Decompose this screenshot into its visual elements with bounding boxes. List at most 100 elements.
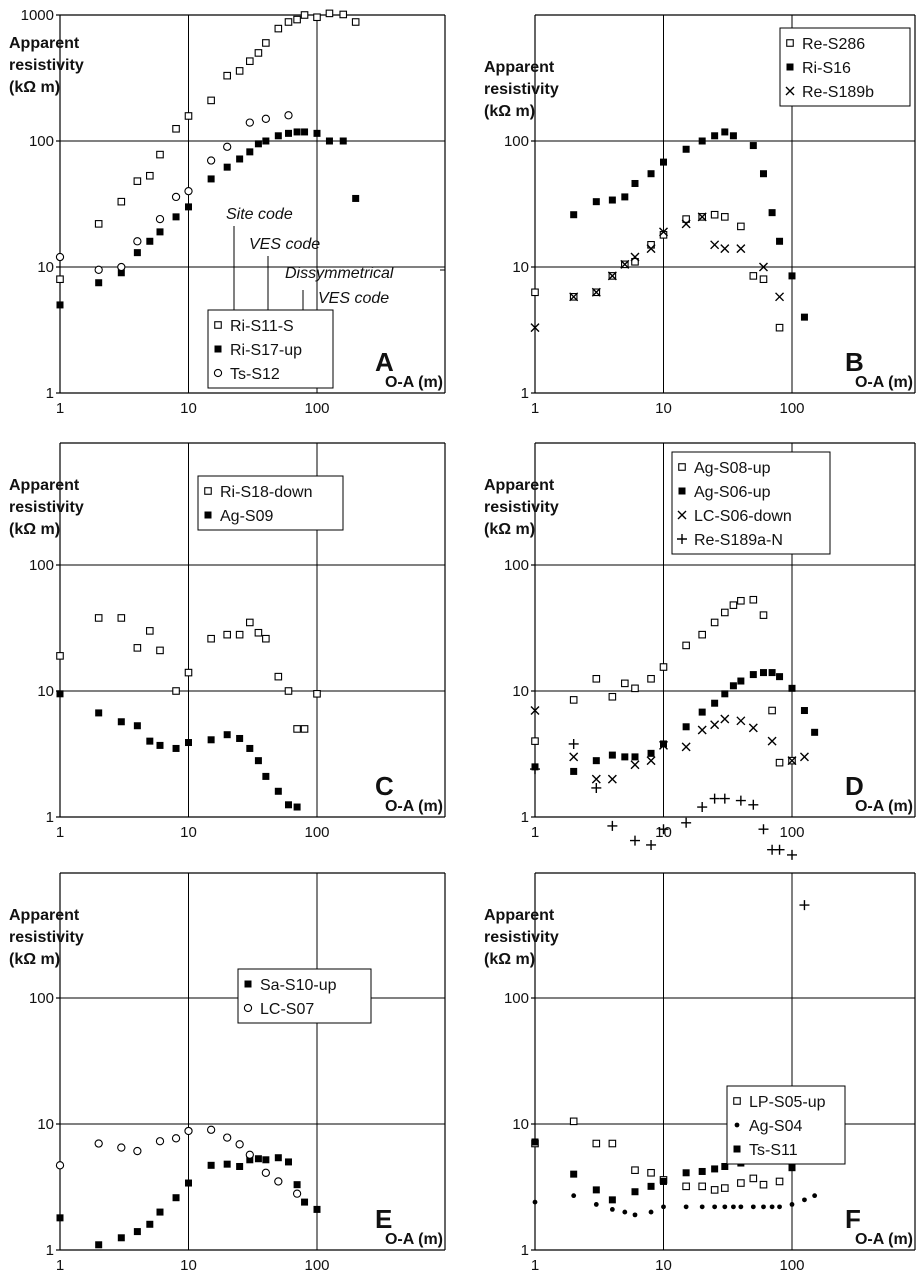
series-Ts-S12 bbox=[55, 111, 293, 274]
data-point bbox=[660, 740, 667, 748]
data-point bbox=[95, 279, 103, 287]
data-point bbox=[146, 1220, 154, 1228]
data-point bbox=[737, 222, 745, 231]
data-point bbox=[172, 744, 180, 752]
panel-letter: E bbox=[375, 1204, 392, 1234]
data-point bbox=[789, 1202, 795, 1207]
data-point bbox=[721, 128, 729, 136]
series-Sa-S10-up bbox=[56, 1154, 321, 1249]
data-point bbox=[245, 118, 254, 127]
data-point bbox=[608, 751, 616, 759]
y-axis-label: (kΩ m) bbox=[484, 521, 535, 538]
data-point bbox=[206, 1125, 216, 1134]
data-point bbox=[569, 292, 579, 302]
data-point bbox=[236, 734, 244, 742]
data-point bbox=[720, 244, 730, 254]
series-LC-S06-down bbox=[530, 706, 809, 784]
data-point bbox=[629, 835, 640, 846]
data-point bbox=[749, 142, 757, 150]
x-tick-label: 10 bbox=[180, 400, 197, 417]
data-point bbox=[207, 634, 215, 643]
data-point bbox=[156, 646, 164, 655]
legend-marker bbox=[677, 534, 687, 544]
data-point bbox=[631, 753, 639, 761]
x-tick-label: 10 bbox=[655, 1257, 672, 1274]
data-point bbox=[720, 714, 730, 724]
x-tick-label: 1 bbox=[531, 824, 539, 841]
data-point bbox=[631, 1188, 639, 1196]
x-axis-label: O-A (m) bbox=[855, 374, 913, 391]
data-point bbox=[56, 652, 64, 660]
data-point bbox=[262, 1156, 270, 1164]
data-point bbox=[531, 737, 539, 745]
panel-a: 1 10 100 1000 1 10 100 O-A (m) Apparent resistivi… bbox=[9, 7, 446, 417]
data-point bbox=[171, 192, 181, 202]
data-point bbox=[56, 690, 64, 698]
legend-entry: Ts-S12 bbox=[230, 366, 280, 383]
data-point bbox=[300, 725, 309, 733]
data-point bbox=[262, 772, 270, 780]
data-point bbox=[254, 49, 263, 57]
data-point bbox=[172, 124, 180, 133]
data-point bbox=[681, 742, 691, 752]
data-point bbox=[698, 630, 706, 639]
y-axis-label: (kΩ m) bbox=[9, 79, 60, 96]
data-point bbox=[261, 1168, 271, 1177]
data-point bbox=[236, 1162, 244, 1170]
data-point bbox=[568, 738, 579, 749]
legend-marker bbox=[786, 63, 794, 71]
data-point bbox=[274, 672, 283, 681]
data-point bbox=[682, 641, 690, 650]
data-point bbox=[607, 774, 617, 784]
data-point bbox=[571, 1193, 577, 1199]
y-tick-label: 100 bbox=[29, 990, 54, 1007]
data-point bbox=[761, 1204, 766, 1210]
data-point bbox=[156, 741, 164, 749]
x-tick-label: 1 bbox=[531, 400, 539, 417]
y-axis-label: resistivity bbox=[484, 499, 559, 516]
data-point bbox=[721, 1184, 729, 1192]
annotation-text: Site code bbox=[226, 206, 293, 223]
data-point bbox=[184, 186, 193, 196]
data-point bbox=[185, 1179, 192, 1187]
legend-entry: Ag-S08-up bbox=[694, 460, 771, 477]
data-point bbox=[133, 722, 141, 730]
data-point bbox=[284, 801, 292, 809]
annotation-text: Dissymmetrical bbox=[285, 265, 394, 282]
data-point bbox=[293, 725, 301, 733]
data-point bbox=[223, 731, 231, 739]
data-point bbox=[95, 709, 103, 717]
y-tick-label: 100 bbox=[29, 557, 54, 574]
data-point bbox=[325, 137, 333, 145]
y-tick-label: 1 bbox=[46, 385, 54, 402]
data-point bbox=[236, 155, 244, 163]
data-point bbox=[736, 244, 746, 254]
data-point bbox=[768, 209, 776, 217]
data-point bbox=[697, 802, 708, 813]
data-point bbox=[530, 706, 540, 716]
data-point bbox=[223, 71, 231, 80]
data-point bbox=[788, 1164, 796, 1172]
data-point bbox=[698, 708, 706, 716]
y-tick-label: 10 bbox=[37, 1116, 54, 1133]
data-point bbox=[223, 1160, 231, 1168]
data-point bbox=[709, 793, 720, 804]
data-point bbox=[737, 596, 745, 605]
data-point bbox=[748, 723, 758, 733]
data-point bbox=[569, 696, 578, 704]
legend-marker bbox=[214, 345, 222, 353]
data-point bbox=[729, 601, 738, 609]
x-tick-label: 10 bbox=[180, 824, 197, 841]
series-Re-S286 bbox=[531, 210, 784, 332]
data-point bbox=[55, 252, 65, 262]
x-axis-label: O-A (m) bbox=[385, 798, 443, 815]
y-axis-label: Apparent bbox=[9, 35, 80, 52]
data-point bbox=[646, 839, 657, 850]
x-tick-label: 100 bbox=[304, 824, 329, 841]
data-point bbox=[156, 1208, 164, 1216]
data-point bbox=[682, 1169, 690, 1177]
data-point bbox=[647, 1182, 655, 1190]
data-point bbox=[660, 158, 667, 166]
data-point bbox=[647, 1168, 655, 1177]
data-point bbox=[802, 1197, 807, 1203]
